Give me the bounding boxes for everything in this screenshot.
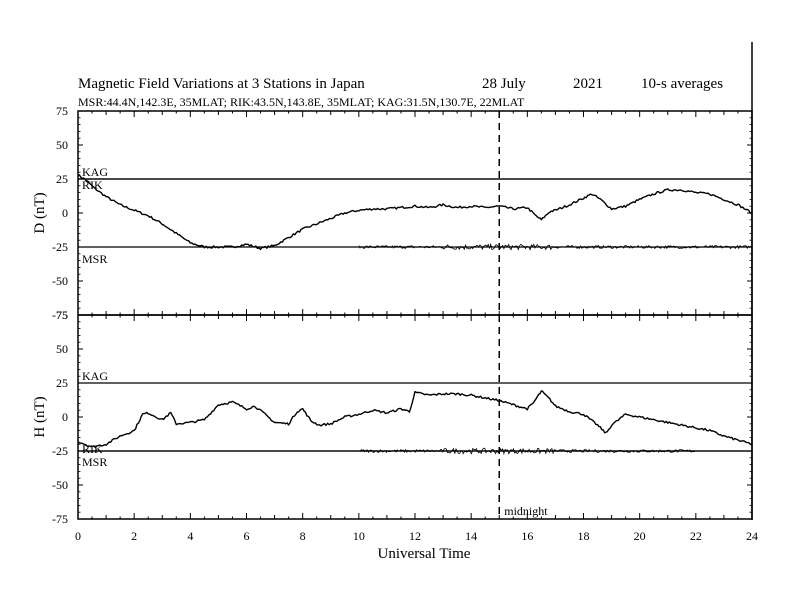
top-y-tick-label: -75 xyxy=(52,308,68,322)
x-tick-label: 12 xyxy=(409,529,421,543)
bottom-series-msr xyxy=(358,447,696,456)
x-axis-label: Universal Time xyxy=(378,546,471,562)
top-y-axis-label: D (nT) xyxy=(32,192,48,233)
bottom-y-axis-label: H (nT) xyxy=(32,396,48,437)
top-panel-frame xyxy=(77,110,753,316)
top-y-tick-label: -50 xyxy=(52,274,68,288)
top-y-tick-label: 50 xyxy=(56,138,68,152)
bottom-station-label-kag: KAG xyxy=(82,369,108,383)
x-tick-label: 10 xyxy=(353,529,365,543)
chart-title: Magnetic Field Variations at 3 Stations … xyxy=(78,76,365,92)
top-y-tick-label: 0 xyxy=(62,206,68,220)
top-series-msr xyxy=(358,242,753,251)
bottom-panel-frame xyxy=(77,314,753,520)
top-station-label-msr: MSR xyxy=(82,252,107,266)
bottom-y-tick-label: 75 xyxy=(56,308,68,322)
chart-date: 28 July xyxy=(482,76,526,92)
top-y-tick-label: -25 xyxy=(52,240,68,254)
station-coordinates: MSR:44.4N,142.3E, 35MLAT; RIK:43.5N,143.… xyxy=(78,95,525,109)
bottom-y-tick-label: 50 xyxy=(56,342,68,356)
x-tick-label: 14 xyxy=(465,529,477,543)
bottom-y-tick-label: -25 xyxy=(52,444,68,458)
x-tick-label: 18 xyxy=(578,529,590,543)
bottom-y-tick-label: -75 xyxy=(52,512,68,526)
x-tick-label: 20 xyxy=(634,529,646,543)
top-y-tick-label: 75 xyxy=(56,104,68,118)
chart-averaging: 10-s averages xyxy=(641,76,723,92)
top-series-rik xyxy=(77,174,753,251)
x-tick-label: 0 xyxy=(75,529,81,543)
top-station-label-kag: KAG xyxy=(82,165,108,179)
x-tick-label: 16 xyxy=(521,529,533,543)
bottom-y-tick-label: 0 xyxy=(62,410,68,424)
bottom-y-tick-label: 25 xyxy=(56,376,68,390)
midnight-label: midnight xyxy=(504,504,548,518)
bottom-y-tick-label: -50 xyxy=(52,478,68,492)
x-tick-label: 2 xyxy=(131,529,137,543)
x-tick-label: 4 xyxy=(187,529,193,543)
bottom-station-label-msr: MSR xyxy=(82,455,107,469)
top-y-tick-label: 25 xyxy=(56,172,68,186)
x-tick-label: 24 xyxy=(746,529,758,543)
chart-year: 2021 xyxy=(573,76,603,92)
bottom-series-rik xyxy=(77,390,753,448)
x-tick-label: 22 xyxy=(690,529,702,543)
x-tick-label: 6 xyxy=(244,529,250,543)
x-tick-label: 8 xyxy=(300,529,306,543)
